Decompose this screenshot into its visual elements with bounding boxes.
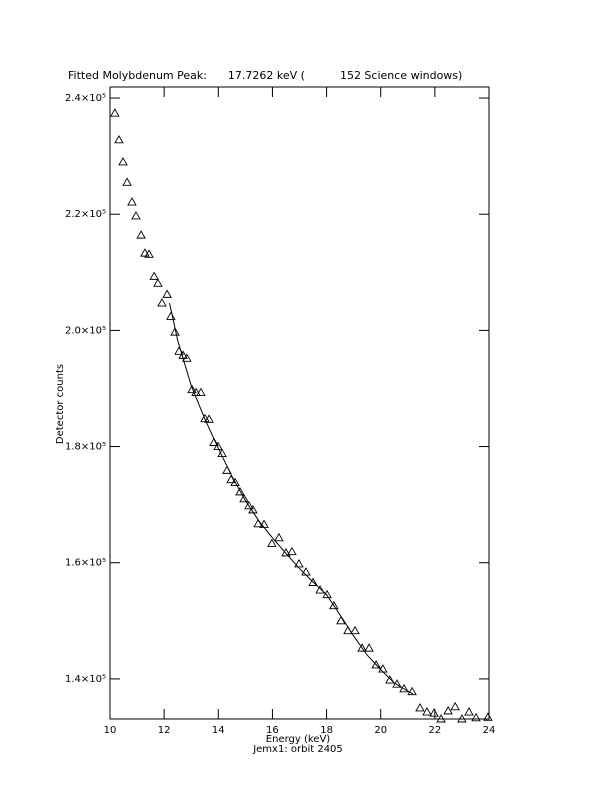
data-point [371, 660, 381, 669]
fit-line [169, 302, 414, 695]
plot-frame [109, 86, 490, 720]
data-point [127, 197, 137, 206]
data-point [122, 177, 132, 186]
data-point [357, 643, 367, 652]
data-point [144, 249, 154, 258]
data-point [329, 600, 339, 610]
data-point [239, 493, 249, 503]
data-point [364, 643, 374, 652]
data-point [399, 683, 409, 693]
data-point [209, 437, 219, 446]
data-point [162, 289, 172, 298]
data-point [415, 703, 425, 712]
x-tick-label: 18 [320, 725, 333, 736]
data-point [315, 585, 325, 594]
x-tick-label: 20 [374, 725, 387, 736]
data-point [253, 518, 263, 528]
data-point [196, 387, 206, 396]
data-point [182, 353, 192, 362]
data-point [385, 675, 395, 684]
data-point [166, 311, 176, 320]
y-axis-label: Detector counts [55, 364, 66, 444]
data-point [450, 701, 460, 711]
data-point [157, 298, 167, 307]
data-point [281, 547, 291, 557]
chart-title: Fitted Molybdenum Peak: 17.7262 keV ( 15… [68, 69, 462, 82]
x-tick-label: 14 [212, 725, 225, 736]
y-tick-label: 2.0×10⁵ [65, 325, 106, 336]
data-point [136, 230, 146, 239]
y-tick-label: 1.4×10⁵ [65, 674, 106, 685]
x-tick-label: 12 [158, 725, 171, 736]
data-point [213, 441, 223, 451]
data-point [322, 589, 332, 599]
data-point [140, 248, 150, 257]
data-point [118, 157, 128, 166]
data-point [170, 327, 180, 336]
data-point [114, 134, 124, 144]
data-point [436, 714, 446, 723]
data-point [407, 686, 417, 696]
data-point [287, 546, 297, 556]
data-point [350, 625, 360, 635]
data-point [244, 500, 254, 510]
data-point [131, 211, 141, 220]
data-point [149, 271, 159, 280]
data-point [422, 707, 432, 716]
data-point [471, 712, 481, 722]
data-point [235, 486, 245, 496]
data-point [110, 108, 120, 117]
data-point [204, 414, 214, 423]
x-tick-label: 22 [428, 725, 441, 736]
data-point [294, 558, 304, 568]
y-tick-label: 2.2×10⁵ [65, 209, 106, 220]
data-point [187, 384, 197, 394]
y-tick-label: 1.8×10⁵ [65, 442, 106, 453]
data-point [457, 714, 467, 723]
subtitle: Jemx1: orbit 2405 [252, 744, 343, 755]
data-point [230, 477, 240, 487]
data-point [336, 615, 346, 625]
data-point [429, 708, 439, 717]
x-axis-label: Energy (keV) [266, 734, 331, 745]
data-point [153, 278, 163, 287]
data-point [443, 705, 453, 715]
x-tick-label: 10 [104, 725, 117, 736]
data-point [464, 707, 474, 716]
x-tick-label: 16 [266, 725, 279, 736]
y-tick-label: 2.4×10⁵ [65, 93, 106, 104]
data-point [274, 532, 284, 542]
x-tick-label: 24 [483, 725, 496, 736]
y-tick-label: 1.6×10⁵ [65, 558, 106, 569]
data-point [483, 712, 493, 721]
data-point [267, 538, 277, 548]
data-point [308, 577, 318, 586]
